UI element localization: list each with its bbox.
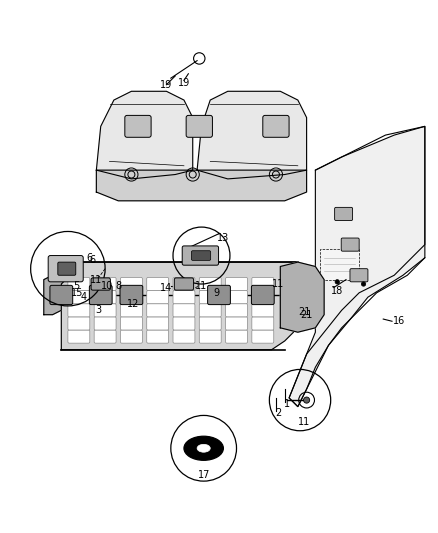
Text: 19: 19 xyxy=(178,77,190,87)
FancyBboxPatch shape xyxy=(94,290,116,304)
FancyBboxPatch shape xyxy=(199,304,221,317)
Text: 19: 19 xyxy=(160,80,172,90)
Text: 9: 9 xyxy=(214,288,220,298)
Text: 15: 15 xyxy=(71,288,83,298)
FancyBboxPatch shape xyxy=(199,330,221,343)
FancyBboxPatch shape xyxy=(199,290,221,304)
FancyBboxPatch shape xyxy=(120,278,142,290)
FancyBboxPatch shape xyxy=(58,262,76,275)
Polygon shape xyxy=(320,249,359,280)
FancyBboxPatch shape xyxy=(226,278,247,290)
FancyBboxPatch shape xyxy=(94,278,116,290)
Text: 10: 10 xyxy=(101,281,113,291)
FancyBboxPatch shape xyxy=(94,304,116,317)
Polygon shape xyxy=(61,262,307,350)
Text: 17: 17 xyxy=(198,470,210,480)
FancyBboxPatch shape xyxy=(94,330,116,343)
FancyBboxPatch shape xyxy=(226,330,247,343)
FancyBboxPatch shape xyxy=(120,285,143,304)
FancyBboxPatch shape xyxy=(147,290,169,304)
FancyBboxPatch shape xyxy=(173,330,195,343)
FancyBboxPatch shape xyxy=(335,207,353,221)
FancyBboxPatch shape xyxy=(350,269,368,282)
FancyBboxPatch shape xyxy=(120,330,142,343)
Text: 14: 14 xyxy=(160,284,173,293)
Text: 2: 2 xyxy=(275,408,281,418)
FancyBboxPatch shape xyxy=(120,317,142,330)
FancyBboxPatch shape xyxy=(120,304,142,317)
Text: 11: 11 xyxy=(90,274,102,285)
FancyBboxPatch shape xyxy=(48,255,83,282)
Text: 4: 4 xyxy=(80,292,86,302)
Ellipse shape xyxy=(184,436,223,461)
Text: 11: 11 xyxy=(195,281,208,291)
FancyBboxPatch shape xyxy=(252,278,274,290)
Text: 16: 16 xyxy=(392,316,405,326)
Polygon shape xyxy=(197,91,307,179)
FancyBboxPatch shape xyxy=(251,285,274,304)
FancyBboxPatch shape xyxy=(125,115,151,138)
FancyBboxPatch shape xyxy=(252,317,274,330)
FancyBboxPatch shape xyxy=(252,304,274,317)
Text: 12: 12 xyxy=(127,298,140,309)
FancyBboxPatch shape xyxy=(263,115,289,138)
FancyBboxPatch shape xyxy=(68,330,90,343)
FancyBboxPatch shape xyxy=(147,278,169,290)
Polygon shape xyxy=(289,126,425,407)
Text: 18: 18 xyxy=(331,286,343,296)
Polygon shape xyxy=(96,91,193,179)
FancyBboxPatch shape xyxy=(252,290,274,304)
Ellipse shape xyxy=(197,445,210,452)
Polygon shape xyxy=(44,266,79,314)
FancyBboxPatch shape xyxy=(91,278,110,290)
FancyBboxPatch shape xyxy=(191,251,211,260)
Text: 11: 11 xyxy=(272,279,284,289)
Text: 21: 21 xyxy=(298,308,311,318)
FancyBboxPatch shape xyxy=(174,278,194,290)
FancyBboxPatch shape xyxy=(182,246,219,265)
FancyBboxPatch shape xyxy=(147,317,169,330)
FancyBboxPatch shape xyxy=(173,278,195,290)
Text: 11: 11 xyxy=(298,417,311,427)
Ellipse shape xyxy=(189,440,218,457)
FancyBboxPatch shape xyxy=(226,290,247,304)
Text: 8: 8 xyxy=(115,281,121,291)
FancyBboxPatch shape xyxy=(252,330,274,343)
FancyBboxPatch shape xyxy=(199,278,221,290)
Text: 5: 5 xyxy=(74,281,80,291)
FancyBboxPatch shape xyxy=(50,285,73,304)
FancyBboxPatch shape xyxy=(68,278,90,290)
Text: 13: 13 xyxy=(217,233,230,243)
Polygon shape xyxy=(280,262,324,332)
Text: 21: 21 xyxy=(300,310,313,320)
FancyBboxPatch shape xyxy=(68,290,90,304)
FancyBboxPatch shape xyxy=(147,304,169,317)
Text: 6: 6 xyxy=(89,255,95,265)
FancyBboxPatch shape xyxy=(173,290,195,304)
Text: 1: 1 xyxy=(284,399,290,409)
FancyBboxPatch shape xyxy=(226,304,247,317)
FancyBboxPatch shape xyxy=(173,304,195,317)
FancyBboxPatch shape xyxy=(199,317,221,330)
FancyBboxPatch shape xyxy=(186,115,212,138)
Circle shape xyxy=(361,282,366,286)
FancyBboxPatch shape xyxy=(94,317,116,330)
Text: 6: 6 xyxy=(87,253,93,263)
Text: 3: 3 xyxy=(95,305,102,316)
FancyBboxPatch shape xyxy=(147,330,169,343)
FancyBboxPatch shape xyxy=(120,290,142,304)
Circle shape xyxy=(304,397,310,403)
Circle shape xyxy=(335,280,339,284)
FancyBboxPatch shape xyxy=(68,317,90,330)
FancyBboxPatch shape xyxy=(89,285,112,304)
FancyBboxPatch shape xyxy=(226,317,247,330)
FancyBboxPatch shape xyxy=(173,317,195,330)
Polygon shape xyxy=(96,170,307,201)
FancyBboxPatch shape xyxy=(68,304,90,317)
FancyBboxPatch shape xyxy=(341,238,359,251)
FancyBboxPatch shape xyxy=(208,285,230,304)
